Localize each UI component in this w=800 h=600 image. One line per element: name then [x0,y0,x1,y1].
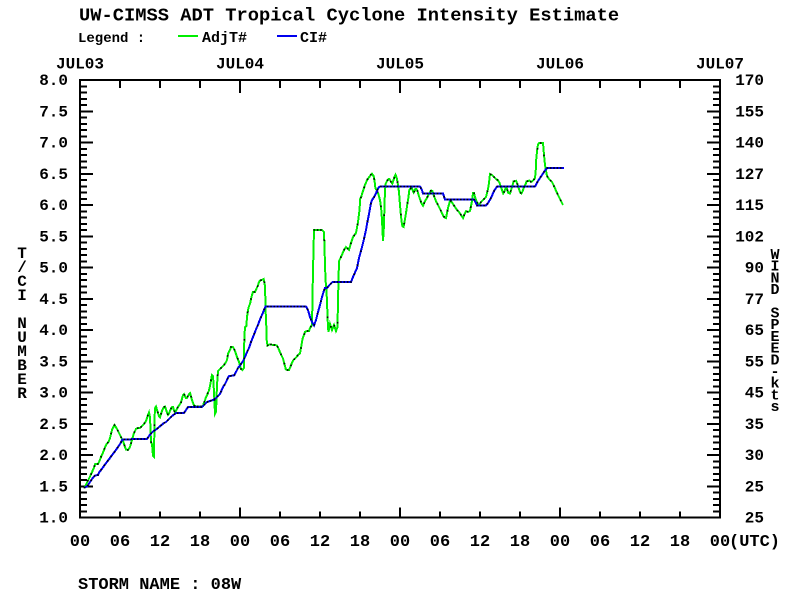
svg-text:30: 30 [745,447,764,465]
svg-text:5.5: 5.5 [39,228,68,246]
svg-text:k: k [770,376,779,393]
svg-text:25: 25 [745,510,764,528]
svg-text:1.5: 1.5 [39,478,68,496]
svg-text:65: 65 [745,322,764,340]
svg-text:s: s [770,399,779,416]
svg-text:D: D [770,352,779,369]
svg-text:N: N [770,270,779,287]
svg-text:25: 25 [745,478,764,496]
svg-text:AdjT#: AdjT# [202,30,247,47]
svg-text:12: 12 [630,533,650,552]
svg-text:06: 06 [270,533,290,552]
svg-text:06: 06 [590,533,610,552]
svg-text:140: 140 [735,135,764,153]
svg-text:00: 00 [70,533,90,552]
svg-text:18: 18 [190,533,210,552]
svg-text:CI#: CI# [300,30,327,47]
svg-text:/: / [17,259,27,277]
svg-text:7.0: 7.0 [39,135,68,153]
svg-text:6.0: 6.0 [39,197,68,215]
svg-text:P: P [770,317,779,334]
svg-text:(UTC): (UTC) [729,533,780,552]
svg-text:35: 35 [745,416,764,434]
svg-text:W: W [770,247,779,264]
svg-text:-: - [770,364,779,381]
svg-text:6.5: 6.5 [39,166,68,184]
svg-text:B: B [17,357,27,375]
svg-text:102: 102 [735,228,764,246]
svg-text:18: 18 [670,533,690,552]
svg-text:7.5: 7.5 [39,103,68,121]
svg-text:77: 77 [745,291,764,309]
svg-text:18: 18 [350,533,370,552]
svg-text:E: E [770,341,779,358]
svg-text:C: C [17,273,27,291]
svg-text:2.0: 2.0 [39,447,68,465]
svg-text:D: D [770,282,779,299]
svg-text:STORM NAME : 08W: STORM NAME : 08W [78,576,242,595]
svg-text:UW-CIMSS ADT Tropical Cyclone: UW-CIMSS ADT Tropical Cyclone Intensity … [79,5,619,27]
svg-text:12: 12 [470,533,490,552]
svg-text:3.5: 3.5 [39,353,68,371]
svg-text:06: 06 [430,533,450,552]
svg-text:E: E [770,329,779,346]
svg-text:170: 170 [735,72,764,90]
svg-text:00: 00 [230,533,250,552]
svg-text:JUL05: JUL05 [376,56,424,74]
svg-text:12: 12 [150,533,170,552]
svg-text:00: 00 [710,533,730,552]
svg-text:M: M [17,343,27,361]
svg-text:00: 00 [390,533,410,552]
svg-text:S: S [770,306,779,323]
svg-text:06: 06 [110,533,130,552]
svg-text:155: 155 [735,103,764,121]
svg-text:4.5: 4.5 [39,291,68,309]
svg-text:JUL06: JUL06 [536,56,584,74]
svg-text:R: R [17,385,27,403]
svg-text:45: 45 [745,385,764,403]
svg-text:115: 115 [735,197,764,215]
svg-text:3.0: 3.0 [39,385,68,403]
svg-text:12: 12 [310,533,330,552]
svg-text:I: I [770,259,779,276]
svg-text:00: 00 [550,533,570,552]
svg-text:E: E [17,371,27,389]
svg-text:JUL04: JUL04 [216,56,264,74]
svg-text:U: U [17,329,27,347]
svg-text:4.0: 4.0 [39,322,68,340]
svg-text:T: T [17,245,27,263]
svg-text:I: I [17,287,27,305]
svg-text:5.0: 5.0 [39,260,68,278]
svg-text:JUL07: JUL07 [696,56,744,74]
svg-text:8.0: 8.0 [39,72,68,90]
svg-text:JUL03: JUL03 [56,56,104,74]
svg-text:Legend :: Legend : [78,31,145,47]
svg-text:2.5: 2.5 [39,416,68,434]
svg-text:18: 18 [510,533,530,552]
svg-text:127: 127 [735,166,764,184]
svg-text:90: 90 [745,260,764,278]
svg-text:1.0: 1.0 [39,510,68,528]
svg-text:55: 55 [745,353,764,371]
svg-text:t: t [770,387,779,404]
svg-text:N: N [17,315,27,333]
